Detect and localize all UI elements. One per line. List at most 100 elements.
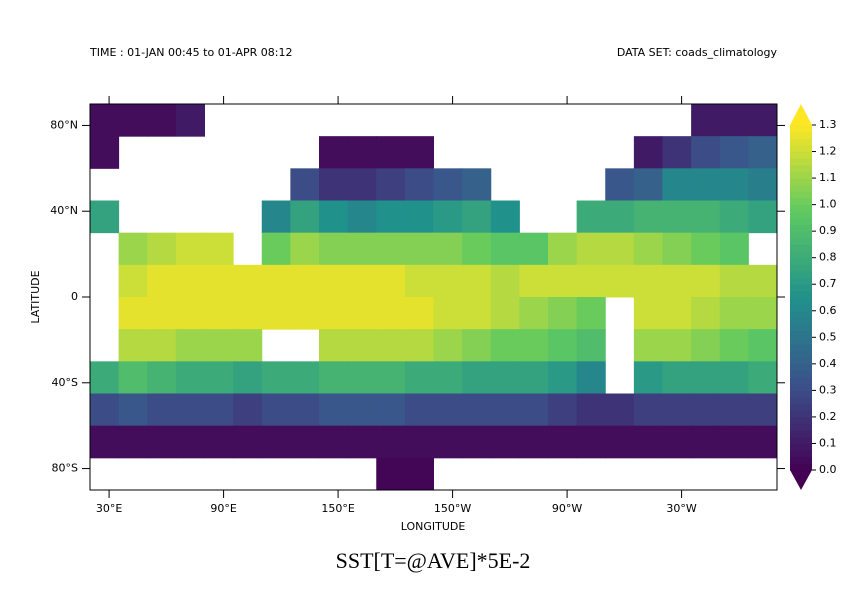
colorbar-band: [790, 383, 812, 391]
cell: [719, 393, 749, 427]
cell: [433, 232, 463, 266]
colorbar-band: [790, 178, 812, 186]
cell: [319, 425, 349, 459]
cell: [662, 264, 692, 298]
cell: [319, 264, 349, 298]
colorbar-band: [790, 357, 812, 365]
cell: [376, 393, 406, 427]
cell: [748, 136, 778, 169]
cell: [118, 393, 148, 427]
colorbar-band: [790, 370, 812, 378]
cell: [633, 329, 663, 362]
x-tick-label: 150°W: [434, 502, 471, 515]
colorbar-band: [790, 343, 812, 352]
cell: [519, 297, 549, 330]
cell: [719, 329, 749, 362]
x-tick-label: 90°W: [552, 502, 582, 515]
cell: [633, 393, 663, 427]
x-tick-label: 30°W: [666, 502, 696, 515]
colorbar-band: [790, 450, 812, 458]
colorbar-band: [790, 264, 812, 272]
cell: [118, 329, 148, 362]
cell: [548, 329, 578, 362]
colorbar-band: [790, 125, 812, 133]
cell: [204, 393, 234, 427]
cell: [376, 361, 406, 394]
colorbar-band: [790, 297, 812, 305]
cell: [290, 200, 320, 234]
colorbar-tick-label: 1.2: [819, 145, 837, 158]
cell: [290, 232, 320, 266]
cell: [519, 361, 549, 394]
cell: [691, 168, 721, 201]
colorbar-band: [790, 317, 812, 325]
cell: [462, 425, 492, 459]
colorbar-band: [790, 363, 812, 371]
cell: [691, 232, 721, 266]
cell: [90, 425, 120, 459]
cell: [748, 297, 778, 330]
cell: [319, 232, 349, 266]
colorbar-tick-label: 1.1: [819, 171, 837, 184]
cell: [90, 200, 120, 234]
cell: [691, 264, 721, 298]
cell: [147, 264, 177, 298]
cell: [719, 104, 749, 137]
cell: [347, 264, 377, 298]
cell: [90, 136, 120, 169]
cell: [233, 393, 263, 427]
cell: [462, 168, 492, 201]
cell: [319, 168, 349, 201]
cell: [347, 168, 377, 201]
cell: [662, 232, 692, 266]
cell: [261, 361, 291, 394]
cell: [548, 425, 578, 459]
cell: [376, 329, 406, 362]
colorbar-tick-label: 0.4: [819, 357, 837, 370]
cell: [490, 200, 520, 234]
cell: [433, 425, 463, 459]
cell: [605, 393, 635, 427]
cell: [261, 297, 291, 330]
colorbar-band: [790, 171, 812, 179]
cell: [519, 264, 549, 298]
cell: [633, 297, 663, 330]
cell: [147, 297, 177, 330]
cell: [118, 232, 148, 266]
cell: [548, 264, 578, 298]
cell: [719, 136, 749, 169]
cell: [719, 297, 749, 330]
cell: [662, 200, 692, 234]
cell: [376, 200, 406, 234]
cell: [519, 329, 549, 362]
colorbar-band: [790, 337, 812, 345]
cell: [261, 232, 291, 266]
cell: [662, 393, 692, 427]
cell: [748, 393, 778, 427]
cell: [519, 232, 549, 266]
cell: [175, 297, 205, 330]
colorbar-band: [790, 244, 812, 252]
cell: [433, 264, 463, 298]
colorbar-tick-label: 0.8: [819, 251, 837, 264]
cell: [433, 168, 463, 201]
cell: [462, 264, 492, 298]
colorbar-extend-top: [790, 104, 812, 125]
cell: [719, 264, 749, 298]
cell: [347, 361, 377, 394]
cell: [233, 264, 263, 298]
cell: [462, 329, 492, 362]
cell: [290, 425, 320, 459]
cell: [347, 393, 377, 427]
colorbar-band: [790, 144, 812, 153]
colorbar-band: [790, 410, 812, 418]
cell: [404, 297, 434, 330]
cell: [548, 232, 578, 266]
colorbar-tick-label: 0.1: [819, 436, 837, 449]
colorbar-band: [790, 403, 812, 411]
cell: [404, 457, 434, 491]
colorbar-band: [790, 290, 812, 298]
cell: [204, 329, 234, 362]
cell: [519, 393, 549, 427]
cell: [347, 329, 377, 362]
